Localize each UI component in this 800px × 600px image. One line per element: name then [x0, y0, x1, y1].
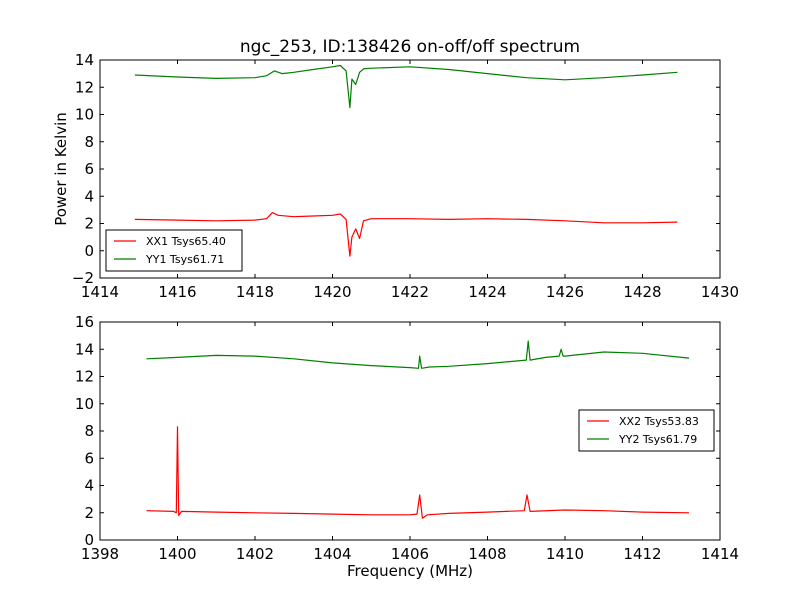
- bottom-y-tick-label: 0: [84, 531, 94, 549]
- top-x-tick-label: 1414: [81, 283, 119, 301]
- bottom-plot-series: [146, 340, 690, 519]
- bottom-y-tick-label: 12: [75, 368, 94, 386]
- top-legend-label-xx1: XX1 Tsys65.40: [146, 235, 226, 248]
- top-y-tick-label: −2: [72, 269, 94, 287]
- top-x-tick-label: 1426: [546, 283, 584, 301]
- top-y-tick-label: 4: [84, 187, 94, 205]
- top-plot-legend: XX1 Tsys65.40 YY1 Tsys61.71: [105, 229, 243, 272]
- bottom-x-tick-label: 1398: [81, 545, 119, 563]
- top-x-tick-label: 1424: [468, 283, 506, 301]
- bottom-plot-ticks: 1398 1400 1402 1404 1406 1408 1410 1412 14140246…: [75, 313, 739, 563]
- top-x-tick-label: 1422: [391, 283, 429, 301]
- top-plot-frame: [99, 59, 721, 279]
- bottom-y-tick-label: 16: [75, 313, 94, 331]
- bottom-x-tick-label: 1410: [546, 545, 584, 563]
- bottom-x-tick-label: 1406: [391, 545, 429, 563]
- bottom-y-tick-label: 8: [84, 422, 94, 440]
- bottom-plot-frame: [99, 321, 721, 541]
- top-y-tick-label: 10: [75, 106, 94, 124]
- top-x-tick-label: 1430: [701, 283, 739, 301]
- bottom-series-line-1: [146, 340, 690, 369]
- bottom-x-tick-label: 1404: [313, 545, 351, 563]
- bottom-legend-box: [578, 409, 715, 452]
- bottom-y-tick-label: 14: [75, 340, 94, 358]
- top-x-tick-label: 1418: [236, 283, 274, 301]
- top-x-tick-label: 1420: [313, 283, 351, 301]
- top-x-tick-label: 1416: [158, 283, 196, 301]
- bottom-plot-legend: XX2 Tsys53.83 YY2 Tsys61.79: [578, 409, 715, 452]
- bottom-plot: Frequency (MHz) 1398 1400 1402 1404 1406 1408…: [75, 313, 739, 580]
- top-y-tick-label: 14: [75, 51, 94, 69]
- bottom-y-tick-label: 4: [84, 477, 94, 495]
- top-y-tick-label: 0: [84, 242, 94, 260]
- bottom-y-tick-label: 10: [75, 395, 94, 413]
- bottom-legend-label-xx2: XX2 Tsys53.83: [619, 415, 699, 428]
- top-y-tick-label: 12: [75, 78, 94, 96]
- bottom-plot-x-axis-label: Frequency (MHz): [347, 562, 473, 580]
- bottom-y-tick-label: 6: [84, 449, 94, 467]
- bottom-x-tick-label: 1402: [236, 545, 274, 563]
- top-plot-title: ngc_253, ID:138426 on-off/off spectrum: [240, 37, 580, 57]
- bottom-x-tick-label: 1412: [623, 545, 661, 563]
- bottom-series-line-0: [146, 426, 690, 519]
- top-series-line-1: [134, 64, 678, 109]
- bottom-legend-label-yy2: YY2 Tsys61.79: [618, 433, 697, 446]
- top-x-tick-label: 1428: [623, 283, 661, 301]
- bottom-x-tick-label: 1408: [468, 545, 506, 563]
- top-series-line-0: [134, 212, 678, 257]
- top-plot-series: [134, 64, 678, 257]
- top-y-tick-label: 6: [84, 160, 94, 178]
- bottom-x-tick-label: 1400: [158, 545, 196, 563]
- bottom-x-tick-label: 1414: [701, 545, 739, 563]
- top-legend-box: [105, 229, 243, 272]
- top-plot-ticks: 1414 1416 1418 1420 1422 1424 1426 1428 1430 −2 0 2…: [72, 51, 739, 301]
- top-legend-label-yy1: YY1 Tsys61.71: [145, 253, 224, 266]
- top-y-tick-label: 8: [84, 133, 94, 151]
- top-plot: ngc_253, ID:138426 on-off/off spectrum P…: [52, 37, 739, 301]
- top-plot-y-axis-label: Power in Kelvin: [52, 112, 70, 226]
- bottom-y-tick-label: 2: [84, 504, 94, 522]
- top-y-tick-label: 2: [84, 215, 94, 233]
